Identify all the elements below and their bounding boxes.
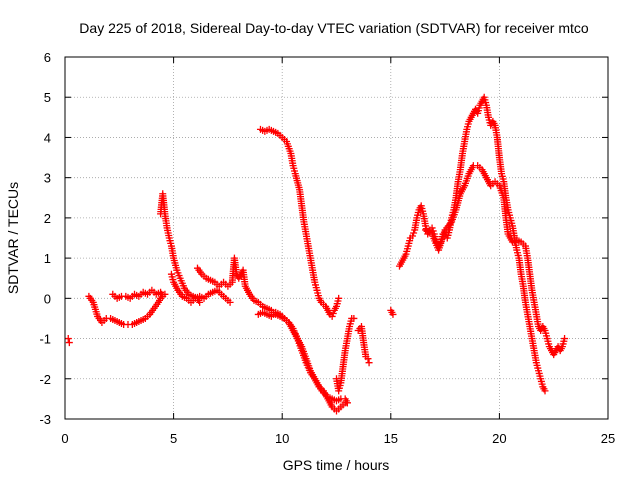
y-tick-labels: -3 -2 -1 0 1 2 3 4 5 6 bbox=[39, 50, 51, 427]
series-seg-k bbox=[387, 306, 397, 318]
x-tick-label: 15 bbox=[384, 431, 398, 446]
x-axis-label: GPS time / hours bbox=[283, 457, 390, 473]
y-axis-label: SDTVAR / TECUs bbox=[5, 182, 21, 294]
data-point bbox=[364, 355, 372, 363]
x-tick-labels: 0 5 10 15 20 25 bbox=[61, 431, 615, 446]
series-seg-f bbox=[193, 254, 351, 415]
y-tick-label: -2 bbox=[39, 372, 51, 387]
grid-lines bbox=[65, 57, 608, 419]
data-point bbox=[541, 387, 549, 395]
axis-ticks bbox=[64, 56, 609, 420]
data-point bbox=[329, 309, 337, 317]
series-seg-h bbox=[256, 125, 343, 320]
series-seg-j bbox=[354, 322, 373, 367]
chart-title: Day 225 of 2018, Sidereal Day-to-day VTE… bbox=[79, 20, 589, 36]
series-seg-g bbox=[254, 308, 351, 407]
data-point bbox=[328, 312, 336, 320]
x-tick-label: 25 bbox=[601, 431, 615, 446]
plot-frame bbox=[64, 56, 609, 420]
y-tick-label: 0 bbox=[44, 291, 51, 306]
data-point bbox=[428, 224, 436, 232]
series-seg-b bbox=[85, 292, 165, 328]
data-point bbox=[64, 335, 72, 343]
data-point bbox=[335, 294, 343, 302]
data-point bbox=[350, 314, 358, 322]
x-tick-label: 0 bbox=[61, 431, 68, 446]
series-seg-e bbox=[167, 270, 234, 306]
y-tick-label: 5 bbox=[44, 90, 51, 105]
data-point bbox=[410, 229, 418, 237]
y-tick-label: 2 bbox=[44, 211, 51, 226]
x-tick-label: 20 bbox=[492, 431, 506, 446]
data-point bbox=[161, 290, 169, 298]
y-tick-label: 1 bbox=[44, 251, 51, 266]
data-point bbox=[65, 339, 73, 347]
data-point bbox=[365, 359, 373, 367]
y-tick-label: 4 bbox=[44, 130, 51, 145]
y-tick-label: 3 bbox=[44, 171, 51, 186]
series-seg-c bbox=[109, 286, 169, 302]
series-seg-a bbox=[64, 335, 73, 347]
series-seg-d bbox=[157, 190, 204, 306]
y-tick-label: -3 bbox=[39, 412, 51, 427]
x-tick-label: 5 bbox=[170, 431, 177, 446]
data-point bbox=[343, 399, 351, 407]
x-tick-label: 10 bbox=[275, 431, 289, 446]
series-seg-m bbox=[422, 162, 569, 359]
data-point bbox=[196, 298, 204, 306]
data-points bbox=[64, 93, 569, 415]
y-tick-label: 6 bbox=[44, 50, 51, 65]
data-point bbox=[561, 335, 569, 343]
data-point bbox=[409, 232, 417, 240]
y-tick-label: -1 bbox=[39, 332, 51, 347]
series-seg-i bbox=[333, 314, 358, 395]
data-point bbox=[389, 310, 397, 318]
data-point bbox=[226, 298, 234, 306]
